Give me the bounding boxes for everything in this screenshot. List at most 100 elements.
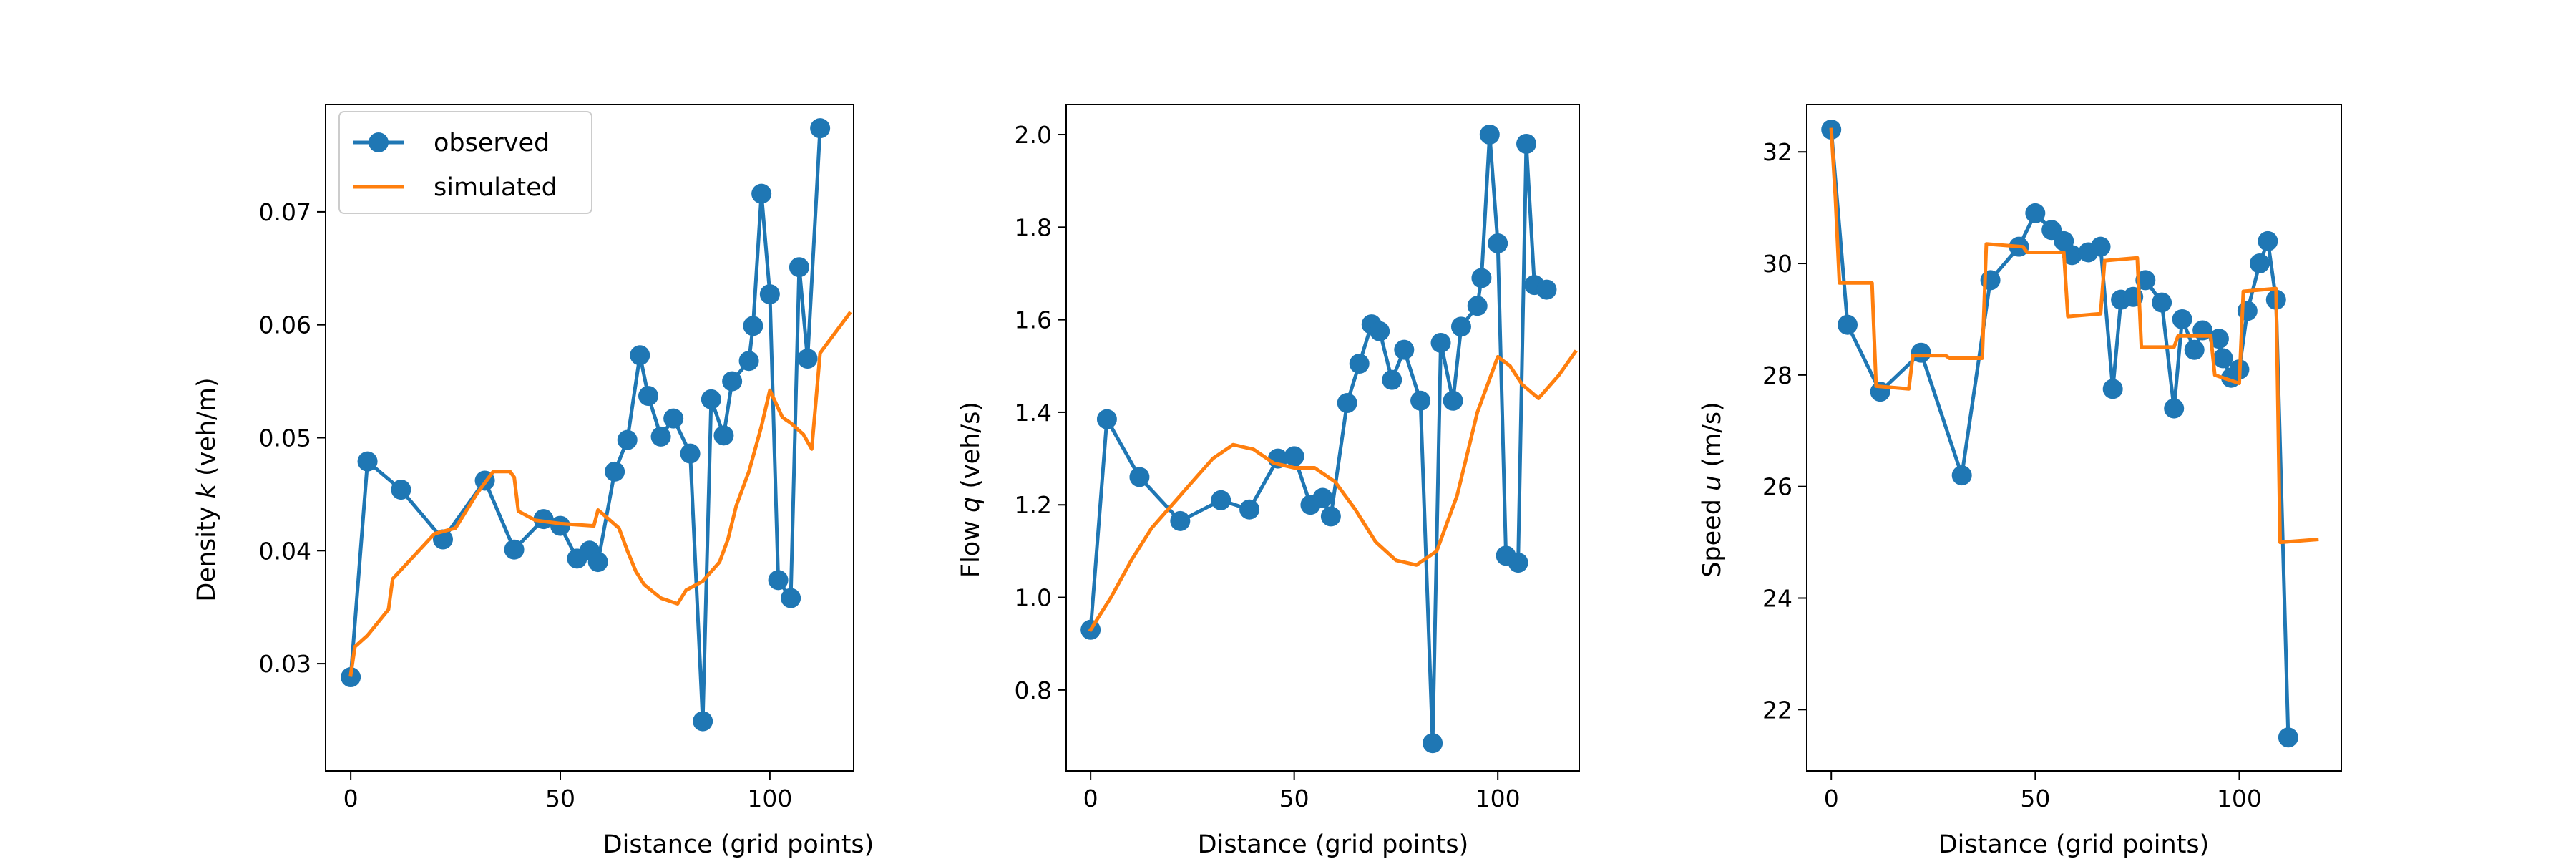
density-y-tick-label: 0.05	[259, 424, 311, 452]
speed-y-tick-label: 22	[1762, 696, 1792, 724]
flow-observed-point	[1410, 390, 1431, 411]
density-observed-point	[810, 118, 831, 139]
flow-observed-point	[1536, 279, 1557, 300]
speed-observed-point	[1951, 465, 1972, 486]
speed-observed-point	[2102, 379, 2123, 399]
density-observed-point	[680, 443, 701, 464]
speed-observed-point	[2258, 230, 2278, 251]
speed-observed-point	[2208, 329, 2229, 349]
speed-y-tick-label: 32	[1762, 138, 1792, 166]
speed-plot-area: 0 50 100 22 24 26 28 30 32	[1762, 104, 2342, 812]
legend-observed-label: observed	[434, 129, 550, 157]
density-observed-point	[533, 509, 554, 530]
flow-observed-point	[1516, 133, 1537, 154]
speed-y-tick-label: 30	[1762, 250, 1792, 278]
legend: observed simulated	[338, 111, 592, 214]
legend-observed-marker	[369, 132, 389, 152]
flow-observed-point	[1423, 733, 1443, 754]
flow-y-tick-label: 1.6	[1015, 306, 1052, 334]
flow-y-tick-label: 1.8	[1015, 213, 1052, 241]
flow-observed-point	[1382, 369, 1402, 390]
density-observed-point	[751, 183, 772, 204]
legend-simulated-label: simulated	[434, 173, 557, 202]
speed-y-axis-label: Speed u (m/s)	[1698, 402, 1727, 578]
speed-axes-frame	[1806, 104, 2342, 772]
flow-y-tick-label: 1.2	[1015, 491, 1052, 519]
flow-x-tick-label: 0	[1083, 785, 1098, 812]
density-observed-point	[638, 386, 658, 407]
density-observed-point	[713, 425, 734, 446]
speed-observed-point	[2212, 348, 2233, 369]
flow-observed-point	[1394, 339, 1415, 360]
speed-y-tick-label: 24	[1762, 584, 1792, 612]
density-simulated-line	[348, 311, 852, 677]
speed-observed-point	[2164, 398, 2185, 419]
flow-observed-point	[1443, 390, 1463, 411]
density-y-axis-label: Density k (veh/m)	[192, 377, 221, 601]
speed-y-tick-label: 28	[1762, 361, 1792, 389]
density-observed-point	[693, 711, 713, 732]
speed-x-tick-label: 100	[2217, 785, 2262, 812]
speed-observed-point	[2025, 203, 2046, 223]
flow-observed-point	[1471, 268, 1492, 288]
flow-observed-point	[1508, 553, 1528, 573]
flow-axes-frame	[1065, 104, 1580, 772]
density-y-tick-label: 0.03	[259, 650, 311, 678]
density-observed-point	[617, 430, 638, 450]
density-observed-point	[743, 316, 763, 336]
flow-observed-point	[1129, 467, 1150, 487]
flow-y-tick-label: 2.0	[1015, 121, 1052, 149]
flow-x-tick-label: 100	[1475, 785, 1521, 812]
flow-plot-area: 0 50 100 0.8 1.0 1.2 1.4 1.6 1.8 2.0	[1015, 104, 1580, 812]
flow-observed-point	[1312, 487, 1333, 508]
density-observed-point	[663, 408, 684, 429]
density-observed-point	[341, 667, 361, 688]
density-observed-point	[768, 570, 789, 591]
speed-observed-point	[2249, 253, 2270, 274]
density-x-tick-label: 50	[545, 785, 575, 812]
flow-observed-point	[1479, 125, 1500, 145]
speed-observed-point	[2172, 309, 2192, 329]
density-observed-point	[605, 461, 625, 482]
density-y-tick-label: 0.04	[259, 537, 311, 565]
speed-y-tick-label: 26	[1762, 473, 1792, 501]
density-x-tick-label: 100	[747, 785, 792, 812]
flow-observed-point	[1450, 316, 1471, 337]
flow-observed-point	[1370, 321, 1390, 341]
flow-observed-point	[1239, 499, 1260, 520]
density-x-axis-label: Distance (grid points)	[603, 830, 874, 859]
density-observed-point	[781, 588, 801, 608]
speed-observed-point	[1911, 342, 1931, 363]
speed-x-tick-label: 50	[2020, 785, 2050, 812]
flow-observed-point	[1337, 393, 1357, 414]
density-observed-point	[550, 515, 570, 536]
density-observed-point	[587, 552, 608, 573]
flow-observed-point	[1211, 490, 1231, 510]
flow-observed-point	[1320, 506, 1341, 527]
density-observed-point	[504, 539, 525, 560]
speed-simulated-line	[1829, 127, 2319, 545]
flow-panel: 0 50 100 0.8 1.0 1.2 1.4 1.6 1.8 2.0 Distance (gr…	[957, 104, 1580, 859]
flow-observed-point	[1284, 446, 1304, 467]
speed-observed-point	[1838, 314, 1858, 335]
speed-observed-point	[2278, 727, 2298, 748]
flow-simulated-line	[1088, 349, 1578, 633]
density-observed-point	[357, 451, 378, 472]
density-observed-point	[391, 480, 411, 500]
density-panel: 0 50 100 0.03 0.04 0.05 0.06 0.07 Distance (gri…	[192, 104, 874, 859]
density-y-tick-label: 0.07	[259, 198, 311, 226]
flow-observed-point	[1096, 409, 1117, 430]
density-observed-point	[759, 284, 780, 305]
flow-y-axis-label: Flow q (veh/s)	[957, 402, 985, 578]
flow-observed-point	[1349, 354, 1370, 374]
flow-y-tick-label: 1.0	[1015, 584, 1052, 612]
speed-x-axis-label: Distance (grid points)	[1938, 830, 2210, 859]
density-plot-area: 0 50 100 0.03 0.04 0.05 0.06 0.07	[259, 104, 854, 812]
density-axes-frame	[325, 104, 854, 772]
flow-x-tick-label: 50	[1279, 785, 1309, 812]
flow-y-tick-label: 1.4	[1015, 399, 1052, 427]
speed-observed-point	[2135, 270, 2156, 291]
speed-observed-point	[2184, 339, 2205, 360]
speed-observed-point	[2090, 236, 2111, 257]
